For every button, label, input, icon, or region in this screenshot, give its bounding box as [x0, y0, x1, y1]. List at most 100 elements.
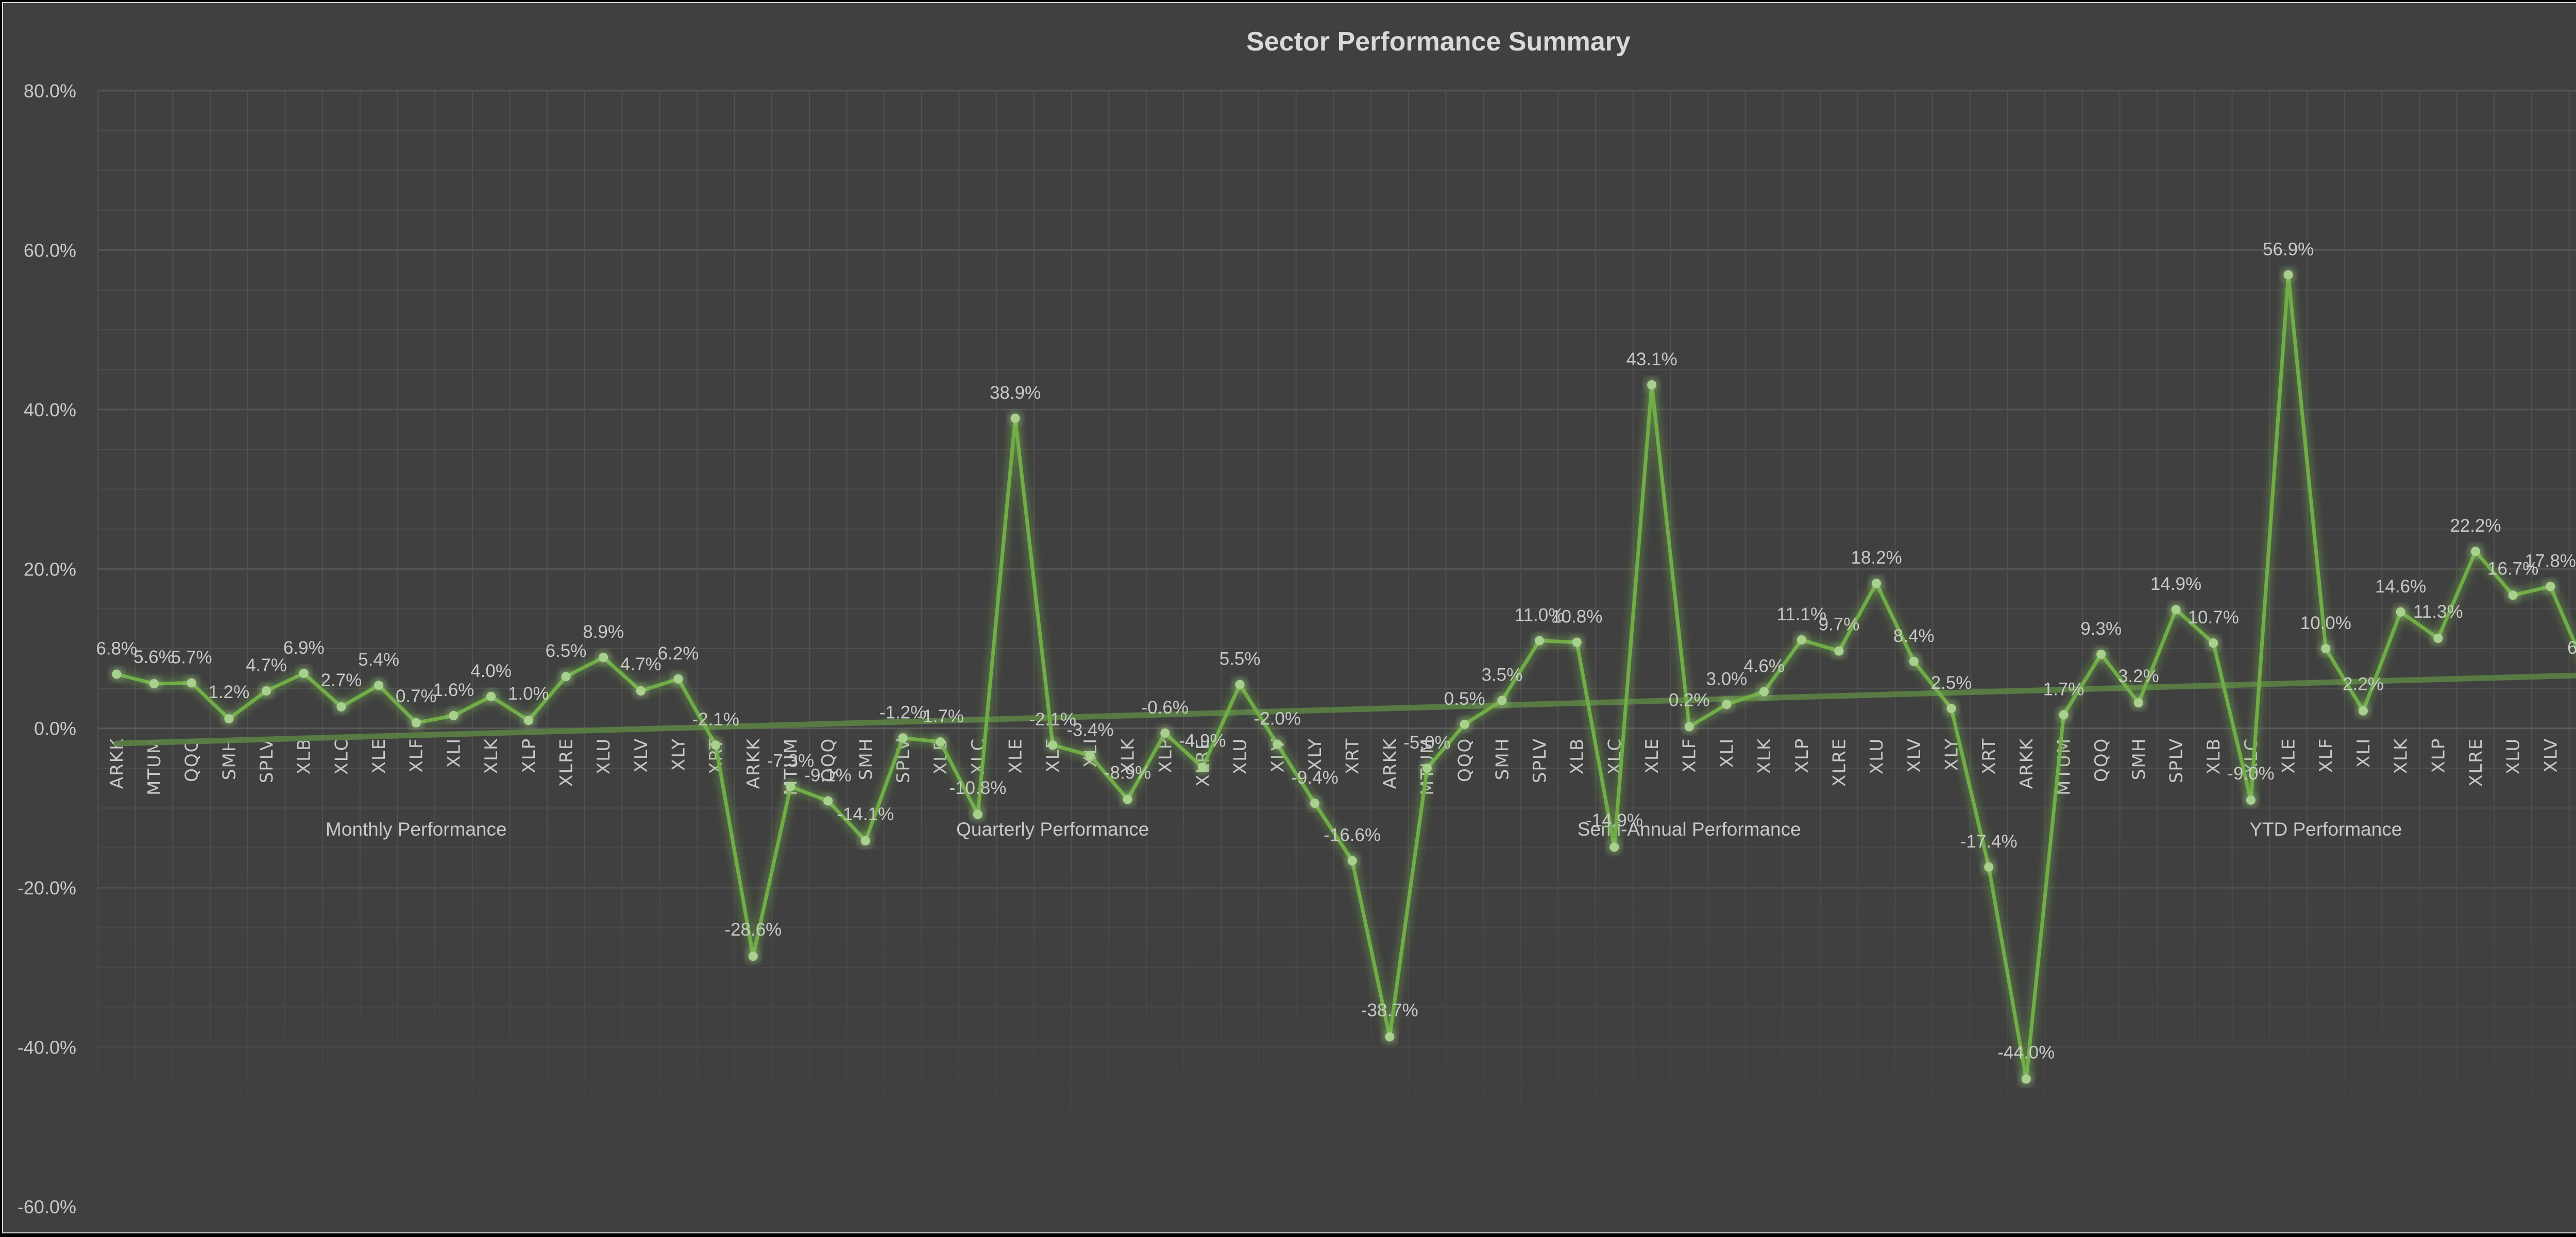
data-point-marker[interactable]	[711, 740, 721, 750]
data-point-marker[interactable]	[1347, 856, 1357, 866]
data-point-marker[interactable]	[1572, 637, 1582, 647]
data-point-marker[interactable]	[2133, 698, 2143, 708]
data-label: 10.8%	[1551, 607, 1602, 627]
data-point-marker[interactable]	[1422, 764, 1432, 773]
data-point-marker[interactable]	[1160, 728, 1170, 738]
data-point-marker[interactable]	[1460, 719, 1469, 729]
data-label: -3.4%	[1066, 720, 1113, 740]
data-label: 18.2%	[1851, 548, 1902, 568]
total-series	[112, 270, 2576, 1084]
data-point-marker[interactable]	[1759, 687, 1769, 697]
data-point-marker[interactable]	[1946, 704, 1956, 714]
data-point-marker[interactable]	[673, 674, 683, 684]
linear-trendline	[113, 672, 2576, 747]
data-point-marker[interactable]	[823, 796, 833, 806]
data-point-marker[interactable]	[2246, 795, 2256, 805]
data-point-marker[interactable]	[1123, 794, 1132, 804]
data-point-marker[interactable]	[1197, 762, 1207, 772]
data-label: 14.6%	[2375, 577, 2426, 597]
data-point-marker[interactable]	[1273, 739, 1282, 749]
x-tick-label: SPLV	[257, 738, 277, 784]
data-point-marker[interactable]	[1872, 579, 1882, 588]
data-point-marker[interactable]	[1010, 413, 1020, 423]
data-point-marker[interactable]	[2171, 605, 2181, 615]
x-tick-label: SPLV	[2166, 738, 2187, 784]
data-label: 10.0%	[2300, 613, 2351, 633]
data-point-marker[interactable]	[1984, 862, 1994, 872]
data-point-marker[interactable]	[1909, 656, 1919, 666]
data-point-marker[interactable]	[149, 679, 159, 689]
data-point-marker[interactable]	[2546, 582, 2555, 591]
data-point-marker[interactable]	[1497, 696, 1507, 705]
data-label: 6.8%	[96, 639, 137, 659]
data-point-marker[interactable]	[411, 718, 421, 727]
data-point-marker[interactable]	[1310, 799, 1319, 808]
data-point-marker[interactable]	[187, 678, 196, 688]
data-point-marker[interactable]	[1535, 636, 1545, 646]
data-point-marker[interactable]	[2433, 633, 2443, 643]
data-label: -10.8%	[949, 778, 1006, 798]
data-point-marker[interactable]	[2508, 590, 2518, 600]
data-point-marker[interactable]	[486, 691, 496, 701]
data-point-marker[interactable]	[1647, 380, 1657, 389]
x-tick-label: XLRE	[2466, 738, 2486, 787]
data-point-marker[interactable]	[936, 737, 945, 747]
y-tick-label: -60.0%	[18, 1196, 76, 1217]
data-point-marker[interactable]	[561, 672, 571, 682]
data-point-marker[interactable]	[1684, 722, 1694, 732]
data-point-marker[interactable]	[748, 952, 758, 961]
data-point-marker[interactable]	[2358, 706, 2368, 716]
data-label: 6.9%	[2567, 638, 2576, 658]
data-point-marker[interactable]	[1085, 751, 1095, 760]
data-point-marker[interactable]	[2096, 649, 2106, 659]
data-point-marker[interactable]	[1048, 740, 1058, 750]
data-point-marker[interactable]	[860, 836, 870, 845]
data-point-marker[interactable]	[523, 716, 533, 725]
data-label: 2.2%	[2343, 674, 2384, 694]
data-label: 5.6%	[133, 647, 175, 667]
y-tick-label: 20.0%	[24, 558, 76, 580]
data-point-marker[interactable]	[2470, 547, 2480, 556]
x-tick-label: XLF	[1680, 738, 1700, 773]
data-label: 8.9%	[583, 622, 624, 642]
data-label: -9.0%	[2227, 764, 2274, 784]
data-label: 5.4%	[358, 650, 399, 670]
data-point-marker[interactable]	[2321, 644, 2331, 653]
data-point-marker[interactable]	[1722, 700, 1732, 709]
data-point-marker[interactable]	[224, 714, 234, 724]
data-point-marker[interactable]	[1235, 680, 1245, 689]
data-point-marker[interactable]	[2283, 270, 2293, 280]
data-point-marker[interactable]	[898, 733, 908, 743]
category-group-labels: Monthly Performance Quarterly Performance…	[326, 819, 2402, 840]
y-tick-label: 40.0%	[24, 399, 76, 420]
data-point-marker[interactable]	[599, 653, 608, 663]
data-point-marker[interactable]	[2396, 607, 2405, 617]
data-label: -5.0%	[1403, 733, 1450, 753]
data-point-marker[interactable]	[2209, 638, 2218, 648]
data-point-marker[interactable]	[112, 669, 122, 679]
x-tick-label: XLV	[631, 738, 652, 773]
data-label: 4.6%	[1743, 656, 1785, 676]
data-point-marker[interactable]	[449, 710, 459, 720]
data-point-marker[interactable]	[299, 668, 309, 678]
data-point-marker[interactable]	[1609, 842, 1619, 852]
data-point-marker[interactable]	[786, 782, 795, 791]
x-tick-label: XLC	[331, 738, 352, 775]
x-tick-label: QQQ	[818, 738, 839, 782]
x-tick-label: XLV	[2540, 738, 2561, 773]
data-point-marker[interactable]	[2021, 1074, 2031, 1084]
data-label: 0.7%	[396, 686, 437, 706]
data-point-marker[interactable]	[374, 681, 384, 690]
x-tick-label: XLP	[1792, 738, 1812, 773]
data-point-marker[interactable]	[1385, 1032, 1395, 1042]
x-tick-label: XLB	[1567, 738, 1588, 775]
data-point-marker[interactable]	[262, 686, 272, 696]
data-point-marker[interactable]	[336, 702, 346, 711]
data-point-marker[interactable]	[1797, 635, 1806, 645]
data-labels: 6.8%5.6%5.7%1.2%4.7%6.9%2.7%5.4%0.7%1.6%…	[96, 239, 2576, 1062]
data-label: 9.3%	[2080, 619, 2122, 639]
data-point-marker[interactable]	[1834, 646, 1844, 656]
data-point-marker[interactable]	[636, 686, 646, 696]
data-point-marker[interactable]	[973, 809, 982, 819]
data-point-marker[interactable]	[2059, 710, 2069, 720]
